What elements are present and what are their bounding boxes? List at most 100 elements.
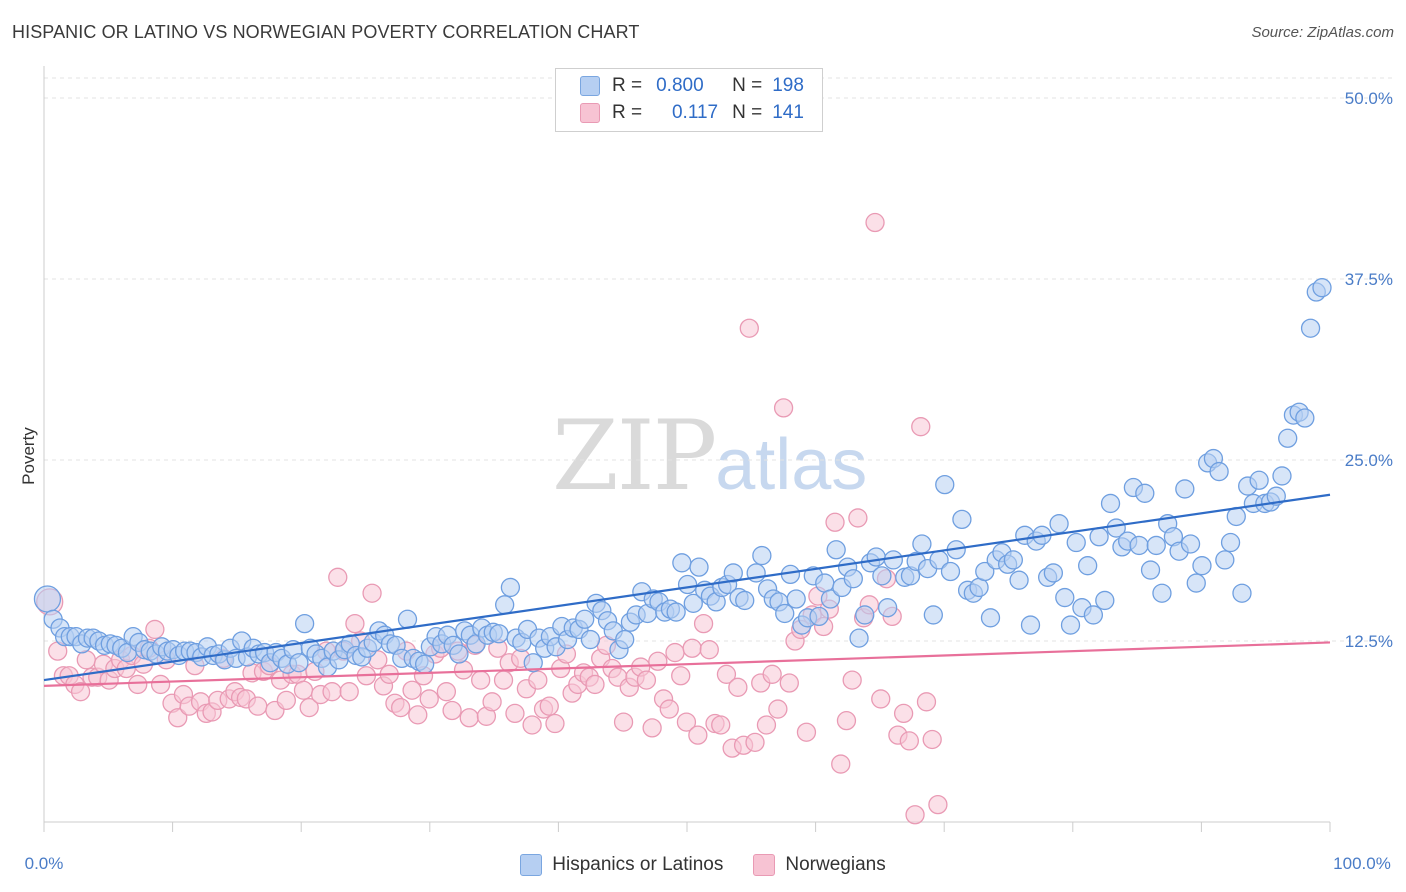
legend-label-hispanics: Hispanics or Latinos bbox=[552, 854, 724, 875]
norwegian-point bbox=[711, 715, 731, 735]
norwegian-point bbox=[293, 680, 314, 700]
hispanic-point bbox=[1049, 514, 1069, 534]
watermark: ZIPatlas bbox=[552, 400, 867, 512]
norwegian-point bbox=[248, 696, 268, 716]
norwegian-point bbox=[728, 677, 748, 697]
hispanic-point bbox=[1043, 563, 1064, 583]
norwegian-point bbox=[831, 754, 851, 774]
hispanic-point bbox=[1066, 532, 1086, 553]
legend-label-norwegians: Norwegians bbox=[785, 854, 886, 875]
hispanic-point bbox=[1140, 560, 1161, 580]
norwegian-point bbox=[328, 567, 348, 587]
pink-square-icon bbox=[753, 854, 776, 876]
hispanic-trend-line bbox=[43, 493, 1331, 682]
norwegian-point bbox=[528, 670, 548, 690]
legend-r-value: 0.117 bbox=[671, 102, 719, 123]
norwegian-point bbox=[716, 664, 737, 684]
norwegian-point bbox=[642, 718, 662, 738]
y-tick-label: 37.5% bbox=[1345, 270, 1393, 289]
hispanic-point bbox=[1152, 583, 1172, 603]
hispanic-point bbox=[952, 509, 972, 530]
norwegian-point bbox=[70, 682, 91, 702]
norwegian-point bbox=[768, 699, 788, 719]
norwegian-point bbox=[825, 512, 845, 532]
norwegian-point bbox=[836, 710, 857, 731]
hispanic-point bbox=[1135, 483, 1155, 503]
hispanic-point bbox=[1266, 486, 1286, 506]
legend-r-value: 0.800 bbox=[656, 75, 704, 96]
y-tick-label: 12.5% bbox=[1345, 632, 1393, 651]
norwegian-point bbox=[928, 794, 948, 815]
norwegian-point bbox=[482, 692, 502, 712]
norwegian-point bbox=[916, 692, 937, 712]
hispanic-point bbox=[775, 603, 795, 624]
hispanic-point bbox=[975, 561, 995, 582]
hispanic-point bbox=[1020, 615, 1041, 635]
hispanic-point bbox=[449, 644, 469, 664]
hispanic-point bbox=[1272, 466, 1292, 486]
hispanic-point bbox=[1220, 532, 1241, 553]
norwegian-point bbox=[648, 651, 668, 671]
norwegian-point bbox=[688, 725, 708, 745]
hispanic-point bbox=[877, 598, 898, 618]
hispanic-point bbox=[689, 557, 709, 577]
norwegian-point bbox=[779, 673, 799, 693]
series-legend: Hispanics or Latinos Norwegians bbox=[0, 852, 1406, 878]
legend-item-hispanics[interactable]: Hispanics or Latinos bbox=[520, 852, 723, 878]
hispanic-point bbox=[1106, 518, 1126, 538]
norwegian-point bbox=[453, 660, 474, 680]
hispanic-point bbox=[940, 561, 961, 582]
norwegian-point bbox=[471, 670, 491, 690]
norwegian-point bbox=[865, 212, 885, 233]
hispanic-point bbox=[397, 609, 418, 629]
norwegian-point bbox=[539, 696, 559, 716]
norwegian-point bbox=[299, 697, 319, 718]
hispanic-point bbox=[855, 605, 875, 625]
norwegian-point bbox=[762, 664, 782, 684]
legend-n-label: N = bbox=[732, 102, 763, 123]
hispanic-point bbox=[1129, 535, 1149, 556]
hispanic-point bbox=[1249, 470, 1269, 490]
norwegian-point bbox=[911, 417, 931, 437]
hispanic-point bbox=[849, 628, 869, 648]
norwegian-point bbox=[150, 674, 171, 695]
y-tick-label: 25.0% bbox=[1345, 451, 1393, 470]
norwegian-point bbox=[693, 613, 714, 634]
hispanic-point bbox=[523, 653, 543, 673]
hispanic-point bbox=[752, 545, 772, 566]
legend-n-label: N = bbox=[732, 75, 763, 96]
correlation-legend: R = 0.800 N = 198 R = 0.117 N = 141 bbox=[555, 68, 823, 132]
hispanic-point bbox=[495, 595, 515, 615]
norwegian-point bbox=[773, 398, 794, 418]
hispanic-point bbox=[1215, 550, 1235, 570]
hispanic-point bbox=[1146, 535, 1166, 556]
norwegian-point bbox=[796, 722, 817, 742]
hispanic-point bbox=[1278, 428, 1298, 448]
norwegian-point bbox=[848, 508, 868, 528]
norwegian-point bbox=[391, 697, 411, 718]
norwegian-point bbox=[522, 715, 542, 735]
norwegian-point bbox=[739, 318, 759, 338]
legend-r-label: R = bbox=[612, 102, 643, 123]
norwegian-trend-line bbox=[43, 641, 1331, 687]
norwegian-point bbox=[76, 650, 96, 670]
norwegian-point bbox=[402, 680, 422, 700]
hispanic-point bbox=[415, 654, 435, 674]
hispanic-point bbox=[809, 606, 829, 627]
hispanic-point bbox=[1300, 318, 1321, 338]
norwegian-point bbox=[756, 715, 777, 735]
hispanic-point bbox=[672, 553, 692, 573]
hispanic-point bbox=[575, 609, 595, 629]
blue-swatch-icon bbox=[580, 76, 600, 96]
norwegian-point bbox=[893, 703, 914, 724]
legend-item-norwegians[interactable]: Norwegians bbox=[753, 852, 886, 878]
norwegian-point bbox=[408, 705, 428, 725]
hispanic-point bbox=[723, 563, 743, 583]
hispanic-point bbox=[786, 589, 806, 609]
hispanic-point bbox=[677, 574, 698, 595]
hispanic-point bbox=[923, 605, 943, 625]
hispanic-point bbox=[1186, 573, 1206, 593]
legend-n-value: 141 bbox=[772, 102, 804, 123]
chart-title: HISPANIC OR LATINO VS NORWEGIAN POVERTY … bbox=[12, 22, 640, 42]
